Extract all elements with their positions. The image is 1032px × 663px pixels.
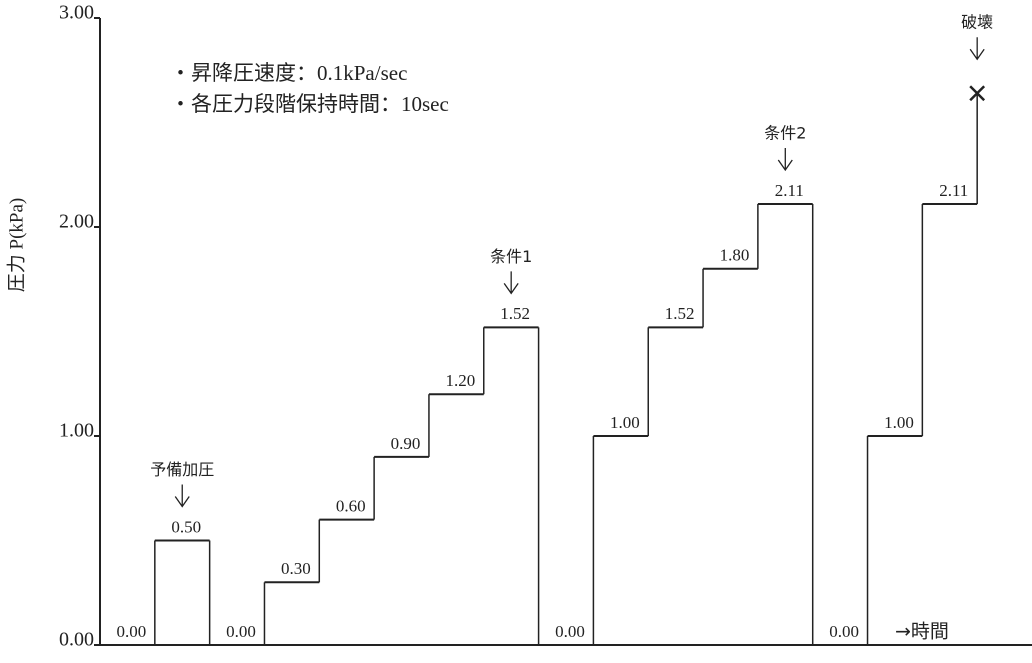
- value-label: 1.52: [500, 304, 530, 323]
- value-label: 0.30: [281, 559, 311, 578]
- y-tick-label: 1.00: [59, 420, 94, 442]
- y-tick-label: 0.00: [59, 629, 94, 651]
- annotation-arrow: [777, 148, 793, 172]
- value-label: 0.60: [336, 497, 366, 516]
- y-axis-label: 圧力 P(kPa): [5, 198, 27, 292]
- y-tick-label: 3.00: [59, 2, 94, 24]
- annotation: 予備加圧: [150, 460, 214, 479]
- note: ・各圧力段階保持時間：10sec: [170, 92, 449, 116]
- annotation: 条件1: [490, 247, 532, 266]
- value-label: 0.00: [829, 622, 859, 641]
- value-label: 0.00: [555, 622, 585, 641]
- annotation-arrow: [503, 271, 519, 295]
- annotation: 条件2: [764, 124, 806, 143]
- value-label: 0.90: [391, 434, 421, 453]
- annotation-arrow: [969, 37, 985, 61]
- value-label: 1.20: [445, 371, 475, 390]
- value-label: 1.00: [610, 413, 640, 432]
- value-label: 1.52: [665, 304, 695, 323]
- value-label: 1.80: [720, 246, 750, 265]
- x-axis-label: →時間: [895, 621, 949, 643]
- value-label: 0.50: [171, 517, 201, 536]
- value-label: 0.00: [117, 622, 147, 641]
- y-tick-label: 2.00: [59, 211, 94, 233]
- value-label: 0.00: [226, 622, 256, 641]
- value-label: 2.11: [939, 181, 968, 200]
- annotation: 破壊: [961, 13, 993, 32]
- value-label: 1.00: [884, 413, 914, 432]
- value-label: 2.11: [775, 181, 804, 200]
- annotation-arrow: [174, 484, 190, 508]
- note: ・昇降圧速度：0.1kPa/sec: [170, 61, 407, 85]
- failure-marker: [969, 85, 986, 102]
